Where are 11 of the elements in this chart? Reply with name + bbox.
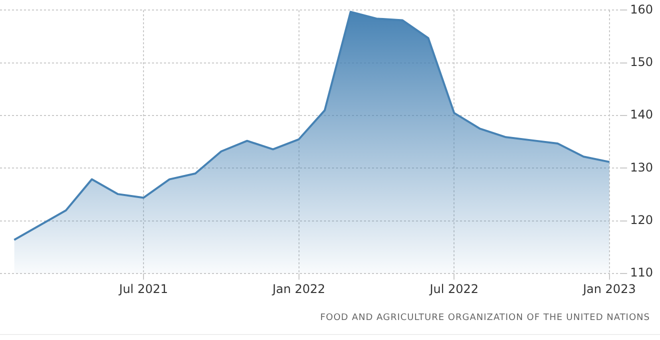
x-tick-label: Jul 2021	[118, 282, 168, 296]
y-tick-label: 160	[630, 2, 653, 16]
y-tick-label: 140	[630, 108, 653, 122]
x-tick-label: Jan 2022	[271, 282, 326, 296]
y-tick-label: 150	[630, 55, 653, 70]
x-tick-label: Jan 2023	[582, 282, 636, 296]
y-tick-label: 120	[630, 213, 653, 228]
text: FOOD AND AGRICULTURE ORGANIZATION OF THE UNITED NATIONS	[320, 313, 650, 323]
y-tick-label: 110	[630, 266, 653, 280]
y-tick-label: 130	[630, 160, 653, 174]
x-tick-label: Jul 2022	[428, 282, 479, 296]
